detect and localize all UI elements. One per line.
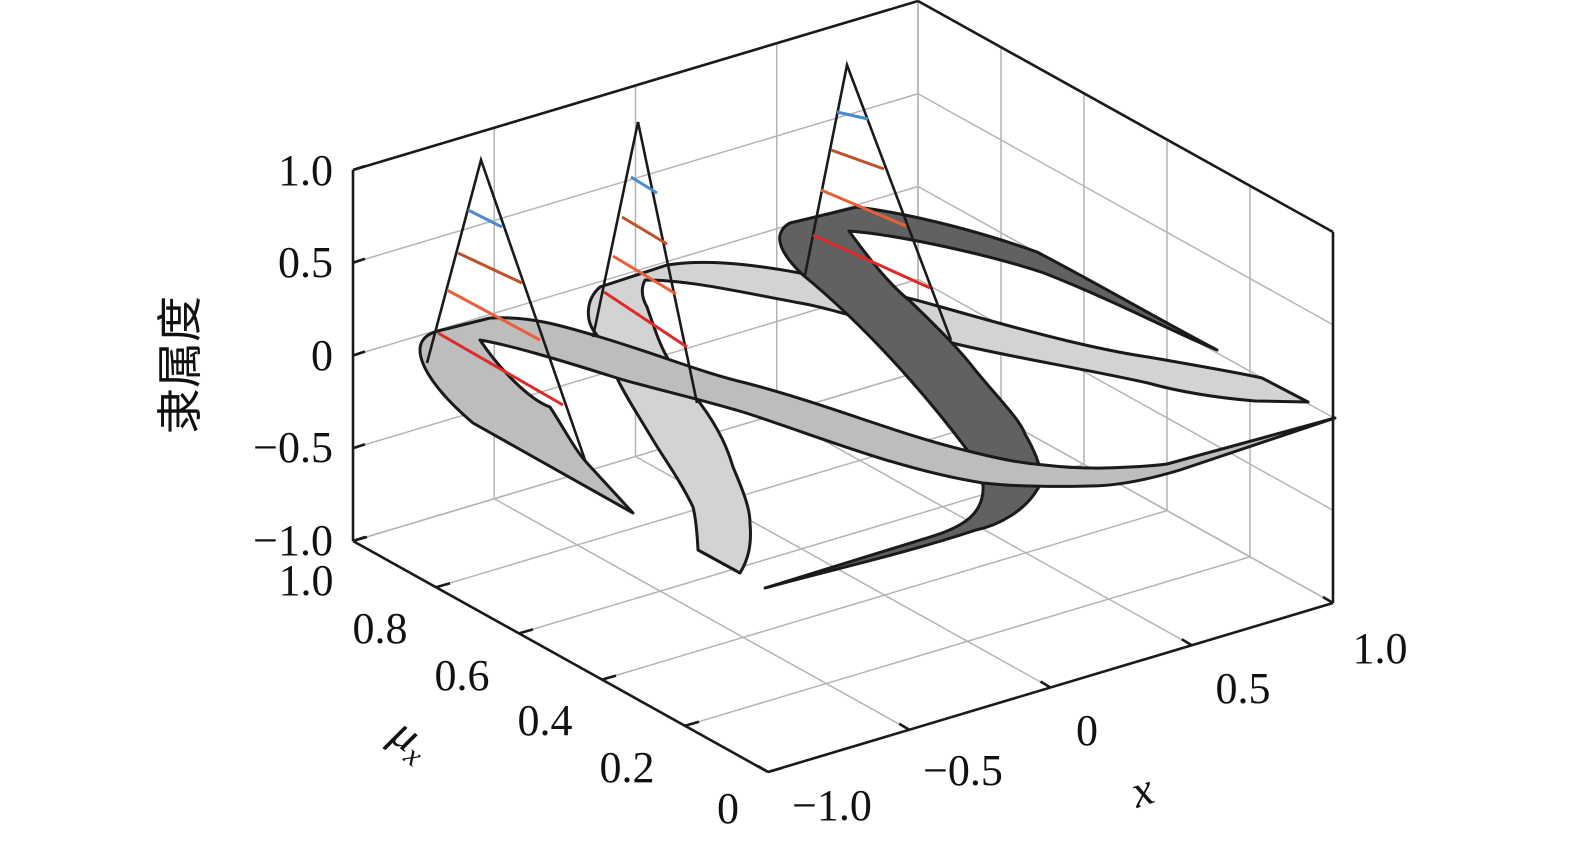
- x-tick-mark: [898, 722, 910, 731]
- z-tick-mark: [352, 164, 366, 172]
- mu-tick-label: 0.8: [353, 604, 408, 653]
- membership-triangle-1: [425, 155, 587, 461]
- mu-tick-mark: [518, 628, 534, 635]
- triangle-outline: [425, 155, 587, 461]
- z-tick-labels: 1.0 0.5 0 −0.5 −1.0: [253, 146, 333, 565]
- x-tick-label: −0.5: [923, 746, 1003, 795]
- mu-tick-mark: [435, 581, 451, 589]
- grid-line-floor-mu: [684, 556, 1251, 727]
- z-tick-label: 0: [311, 331, 333, 380]
- z-tick-label: −0.5: [253, 423, 333, 472]
- mu-axis-label: μx: [379, 706, 442, 774]
- x-axis-label: x: [1123, 763, 1160, 818]
- triangle-outline: [803, 60, 953, 341]
- grid-line-right-z: [917, 93, 1334, 326]
- axis-edge: [352, 0, 919, 172]
- x-tick-label: 0.5: [1216, 664, 1271, 713]
- z-tick-label: 0.5: [278, 238, 333, 287]
- hatch-line: [812, 233, 931, 290]
- triangle-outline: [591, 121, 699, 404]
- mu-tick-label: 0.6: [435, 651, 490, 700]
- x-tick-label: −1.0: [792, 781, 872, 830]
- hatch-line: [603, 290, 688, 349]
- x-tick-label: 1.0: [1353, 624, 1408, 673]
- hatch-line: [457, 251, 523, 285]
- hatch-line: [612, 254, 677, 296]
- z-tick-mark: [352, 257, 366, 264]
- membership-triangle-2: [591, 121, 699, 404]
- x-tick-mark: [757, 764, 769, 774]
- mu-tick-label: 0.4: [518, 696, 573, 745]
- grid-line-floor-mu: [352, 371, 919, 542]
- z-tick-mark: [352, 350, 366, 357]
- axis-edge: [917, 0, 1334, 234]
- hatch-line: [467, 208, 503, 229]
- x-tick-label: 0: [1076, 706, 1098, 755]
- mu-tick-labels: 1.0 0.8 0.6 0.4 0.2 0: [279, 556, 740, 833]
- z-tick-mark: [352, 535, 366, 543]
- x-tick-mark: [1039, 680, 1052, 689]
- mu-tick-label: 1.0: [279, 556, 334, 605]
- z-tick-label: −1.0: [253, 516, 333, 565]
- x-tick-mark: [1181, 638, 1193, 647]
- mu-tick-label: 0.2: [600, 743, 655, 792]
- hatch-line: [836, 110, 869, 121]
- grid-line-floor-mu: [601, 509, 1168, 681]
- grid-line-floor-x: [493, 498, 910, 731]
- hatch-line: [437, 331, 564, 407]
- hatch-line: [621, 215, 668, 246]
- grid-line-floor-x: [776, 413, 1193, 646]
- membership-triangle-3: [803, 60, 953, 341]
- z-axis-label: 隶属度: [155, 296, 206, 434]
- mu-tick-mark: [601, 674, 617, 681]
- hatch-line: [830, 148, 885, 171]
- axis-edge: [352, 539, 769, 774]
- mu-tick-mark: [767, 766, 783, 774]
- mu-tick-mark: [684, 720, 700, 728]
- tick-marks: [352, 164, 1334, 774]
- x-tick-mark: [1322, 595, 1334, 605]
- ribbon-front-gray: [418, 316, 1337, 515]
- grid-line-right-z: [917, 278, 1334, 511]
- hatch-line: [446, 288, 541, 342]
- x-tick-labels: −1.0 −0.5 0 0.5 1.0: [792, 624, 1407, 830]
- hatch-line: [820, 188, 907, 228]
- z-tick-label: 1.0: [278, 146, 333, 195]
- z-tick-mark: [352, 443, 366, 450]
- mu-tick-label: 0: [717, 784, 739, 833]
- hatch-line: [630, 175, 658, 195]
